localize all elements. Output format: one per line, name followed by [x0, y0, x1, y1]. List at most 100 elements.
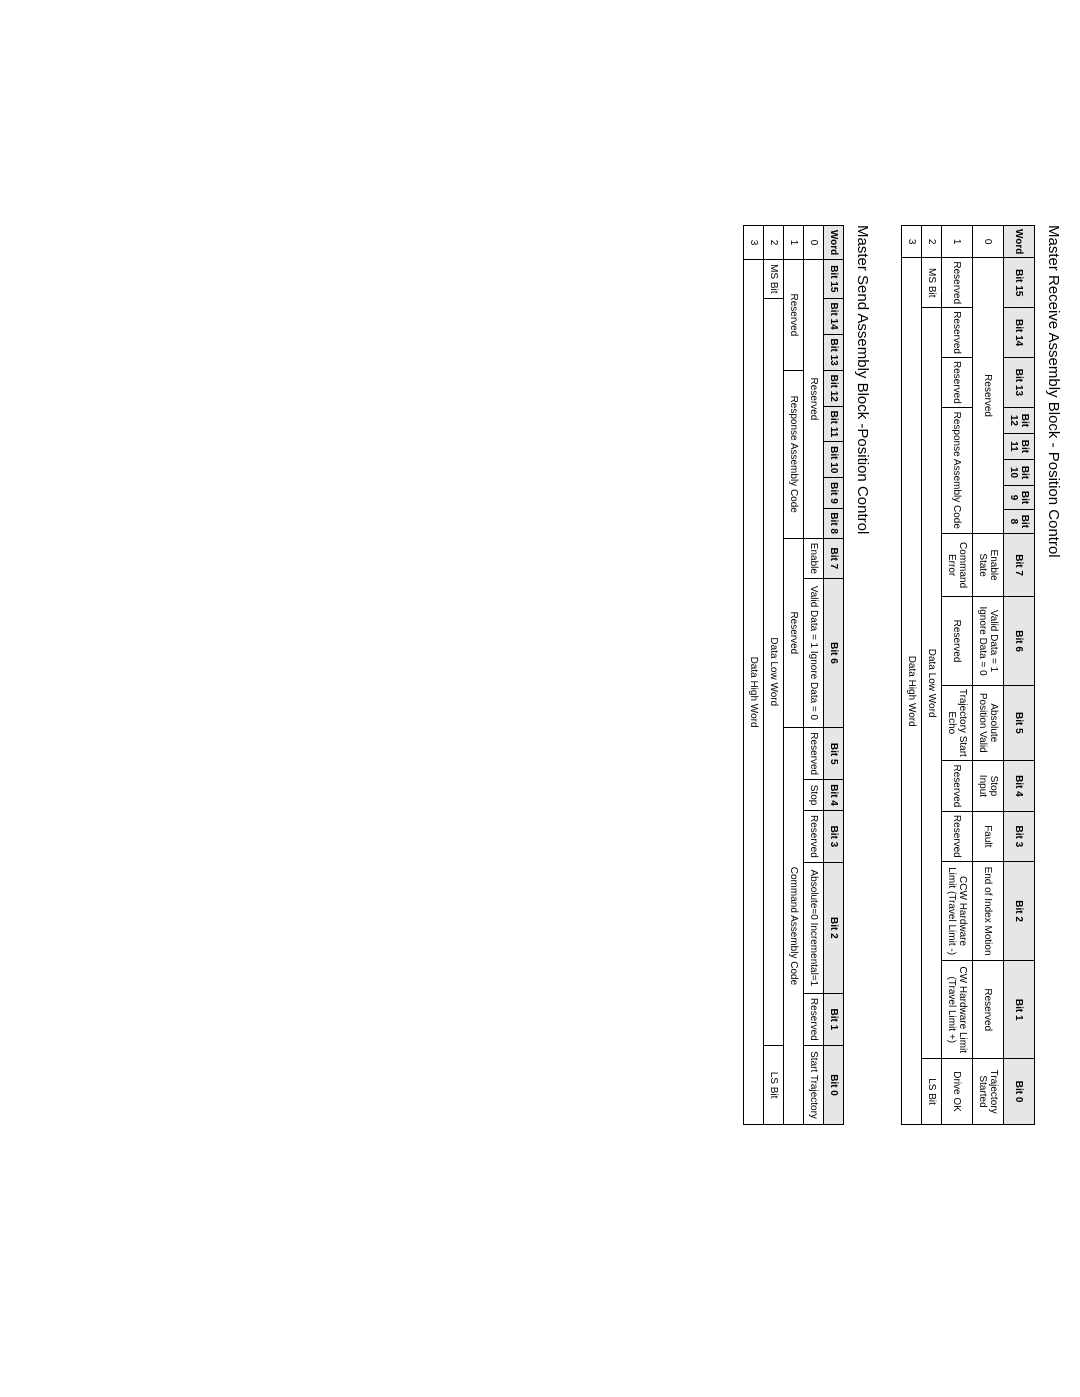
col-bit2: Bit 2	[1004, 861, 1035, 961]
col-bit10: Bit 10	[1004, 459, 1035, 485]
table-row: 1 Reserved Response Assembly Code Reserv…	[784, 226, 804, 1125]
cell: Reserved	[784, 260, 804, 371]
table-row: 3 Data High Word	[744, 226, 764, 1125]
word-cell: 0	[973, 226, 1004, 258]
col-bit14: Bit 14	[1004, 308, 1035, 358]
table2-caption: Master Send Assembly Block -Position Con…	[854, 225, 871, 1125]
col-bit1: Bit 1	[824, 993, 844, 1046]
col-bit4: Bit 4	[1004, 760, 1035, 811]
col-bit9: Bit 9	[1004, 486, 1035, 510]
cell: Fault	[973, 811, 1004, 861]
word-cell: 3	[902, 226, 922, 258]
col-bit2: Bit 2	[824, 863, 844, 993]
col-bit8: Bit 8	[824, 508, 844, 538]
col-bit9: Bit 9	[824, 478, 844, 508]
cell: Enable	[804, 538, 824, 578]
col-bit1: Bit 1	[1004, 961, 1035, 1059]
cell: Reserved	[804, 727, 824, 780]
cell: Data High Word	[902, 258, 922, 1125]
col-bit15: Bit 15	[1004, 258, 1035, 308]
col-bit12: Bit 12	[824, 370, 844, 406]
col-bit6: Bit 6	[824, 578, 844, 727]
col-bit0: Bit 0	[1004, 1059, 1035, 1125]
table-header-row: Word Bit 15 Bit 14 Bit 13 Bit 12 Bit 11 …	[824, 226, 844, 1125]
word-cell: 1	[942, 226, 973, 258]
cell: Data High Word	[744, 260, 764, 1125]
cell: CCW Hardware Limit (Travel Limit -)	[942, 861, 973, 961]
cell: Reserved	[942, 811, 973, 861]
cell: Data Low Word	[764, 298, 784, 1046]
col-bit13: Bit 13	[824, 334, 844, 370]
cell: Stop Input	[973, 760, 1004, 811]
col-bit15: Bit 15	[824, 260, 844, 298]
table-row: 3 Data High Word	[902, 226, 922, 1125]
cell: Reserved	[942, 308, 973, 358]
col-bit3: Bit 3	[824, 810, 844, 863]
col-bit4: Bit 4	[824, 780, 844, 810]
col-bit6: Bit 6	[1004, 597, 1035, 685]
col-bit0: Bit 0	[824, 1046, 844, 1125]
cell: Reserved	[804, 810, 824, 863]
cell: Reserved	[804, 993, 824, 1046]
section-title: Position Control	[1076, 225, 1080, 1125]
cell: Valid Data = 1 Ignore Data = 0	[973, 597, 1004, 685]
col-bit13: Bit 13	[1004, 358, 1035, 408]
cell: MS Bit	[922, 258, 942, 308]
word-cell: 1	[784, 226, 804, 260]
word-cell: 2	[922, 226, 942, 258]
col-bit12: Bit 12	[1004, 407, 1035, 433]
cell: Reserved	[942, 358, 973, 408]
cell: MS Bit	[764, 260, 784, 298]
cell: End of Index Motion	[973, 861, 1004, 961]
cell: Response Assembly Code	[784, 370, 804, 538]
word-cell: 2	[764, 226, 784, 260]
table-row: 0 Reserved Enable State Valid Data = 1 I…	[973, 226, 1004, 1125]
page-container: Epsilon Ei DeviceNet Drive Reference Man…	[0, 225, 1080, 1125]
col-bit5: Bit 5	[1004, 685, 1035, 760]
cell: Command Error	[942, 533, 973, 597]
col-bit5: Bit 5	[824, 727, 844, 780]
send-table: Word Bit 15 Bit 14 Bit 13 Bit 12 Bit 1 1 …	[743, 225, 844, 1125]
cell: Valid Data = 1 Ignore Data = 0	[804, 578, 824, 727]
cell: Start Trajectory	[804, 1046, 824, 1125]
cell: LS Bit	[764, 1046, 784, 1125]
col-bit10: Bit 10	[824, 442, 844, 478]
word-cell: 0	[804, 226, 824, 260]
cell: Response Assembly Code	[942, 407, 973, 533]
cell: Absolute=0 Incremental=1	[804, 863, 824, 993]
cell: Drive OK	[942, 1059, 973, 1125]
col-bit11: Bit 11	[824, 406, 844, 442]
table-header-row: Word Bit 15 Bit 14 Bit 13 Bit 12 Bit 11 …	[1004, 226, 1035, 1125]
cell: Stop	[804, 780, 824, 810]
receive-table: Word Bit 15 Bit 14 Bit 13 Bit 12 Bit 1 1 …	[901, 225, 1035, 1125]
cell: Trajectory Start Echo	[942, 685, 973, 760]
word-cell: 3	[744, 226, 764, 260]
cell: Absolute Position Valid	[973, 685, 1004, 760]
col-bit7: Bit 7	[824, 538, 844, 578]
table-row: 0 Reserved Enable Valid Data = 1 Ignore …	[804, 226, 824, 1125]
cell: Reserved	[942, 597, 973, 685]
cell: Command Assembly Code	[784, 727, 804, 1124]
col-bit11: Bit 11	[1004, 433, 1035, 459]
cell: Reserved	[784, 538, 804, 727]
col-bit14: Bit 14	[824, 298, 844, 334]
cell: Trajectory Started	[973, 1059, 1004, 1125]
col-bit3: Bit 3	[1004, 811, 1035, 861]
cell: LS Bit	[922, 1059, 942, 1125]
table-row: 1 Reserved Reserved Reserved Response As…	[942, 226, 973, 1125]
col-word: Word	[824, 226, 844, 260]
table-row: 2 MS Bit Data Low Word LS Bit	[922, 226, 942, 1125]
col-word: Word	[1004, 226, 1035, 258]
cell: Enable State	[973, 533, 1004, 597]
table-row: 2 MS Bit Data Low Word LS Bit	[764, 226, 784, 1125]
cell: Reserved	[942, 760, 973, 811]
cell: Reserved	[942, 258, 973, 308]
cell: Reserved	[804, 260, 824, 539]
cell: Reserved	[973, 961, 1004, 1059]
cell: CW Hardware Limit (Travel Limit +)	[942, 961, 973, 1059]
cell: Data Low Word	[922, 308, 942, 1059]
table1-caption: Master Receive Assembly Block - Position…	[1045, 225, 1062, 1125]
col-bit8: Bit 8	[1004, 509, 1035, 533]
col-bit7: Bit 7	[1004, 533, 1035, 597]
cell: Reserved	[973, 258, 1004, 533]
